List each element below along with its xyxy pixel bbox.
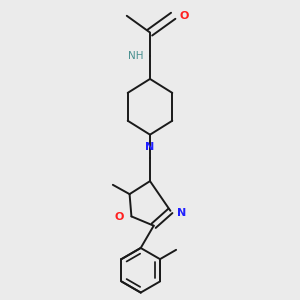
Text: N: N — [146, 142, 154, 152]
Text: O: O — [115, 212, 124, 222]
Text: N: N — [177, 208, 186, 218]
Text: O: O — [180, 11, 189, 21]
Text: NH: NH — [128, 51, 143, 61]
